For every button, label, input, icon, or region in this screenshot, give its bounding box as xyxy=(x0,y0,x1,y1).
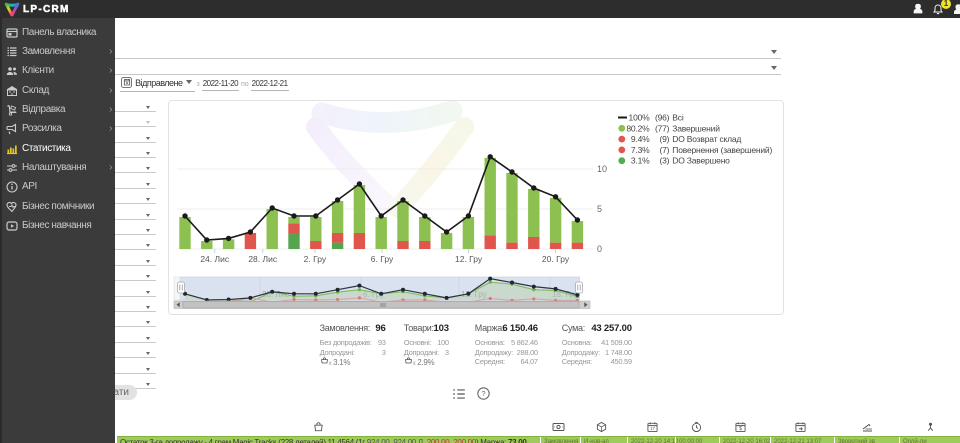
svg-text:6. Гру: 6. Гру xyxy=(363,290,384,299)
svg-text:6. Гру: 6. Гру xyxy=(371,254,394,264)
svg-text:0: 0 xyxy=(597,244,602,254)
svg-text:17: 17 xyxy=(650,426,655,431)
svg-text:18. Гру: 18. Гру xyxy=(552,290,578,299)
svg-text:7.3%: 7.3% xyxy=(631,145,650,155)
svg-text:12. Гру: 12. Гру xyxy=(455,254,483,264)
svg-text:DO Завершено: DO Завершено xyxy=(672,156,730,166)
svg-text:20. Гру: 20. Гру xyxy=(542,254,570,264)
svg-text:Повернення (завершений): Повернення (завершений) xyxy=(672,145,772,155)
svg-text:100%: 100% xyxy=(629,113,651,123)
svg-text:24. Лис: 24. Лис xyxy=(200,254,230,264)
svg-text:(9): (9) xyxy=(660,134,670,144)
svg-text:12. Гру: 12. Гру xyxy=(461,290,487,299)
svg-text:Завершений: Завершений xyxy=(672,123,720,133)
svg-text:Всі: Всі xyxy=(672,113,684,123)
svg-text:28. Лис: 28. Лис xyxy=(248,254,278,264)
svg-text:(3): (3) xyxy=(660,156,670,166)
svg-text:(77): (77) xyxy=(655,123,670,133)
svg-text:28. Лис: 28. Лис xyxy=(262,290,289,299)
svg-text:10: 10 xyxy=(597,164,607,174)
svg-text:DO Возврат склад: DO Возврат склад xyxy=(672,134,741,144)
svg-text:?: ? xyxy=(481,389,485,398)
svg-text:2. Гру: 2. Гру xyxy=(304,254,327,264)
svg-text:$: $ xyxy=(739,426,742,432)
svg-text:9.4%: 9.4% xyxy=(631,134,650,144)
svg-text:5: 5 xyxy=(597,204,602,214)
svg-text:3.1%: 3.1% xyxy=(631,156,650,166)
svg-text:(96): (96) xyxy=(655,113,670,123)
svg-text:(7): (7) xyxy=(660,145,670,155)
svg-text:80.2%: 80.2% xyxy=(626,123,650,133)
